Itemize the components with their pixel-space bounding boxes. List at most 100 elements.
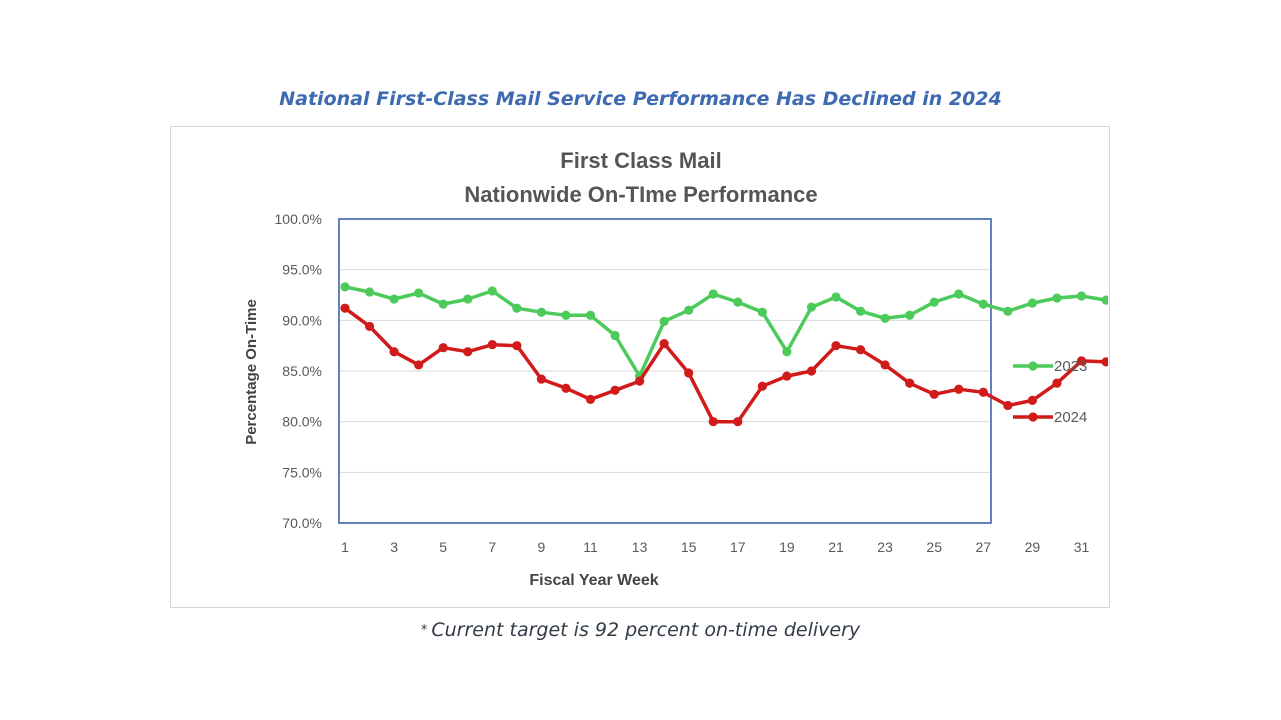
x-tick-label: 31 (1074, 539, 1090, 555)
data-point-2024 (364, 321, 375, 332)
chart-frame: First Class Mail Nationwide On-TIme Perf… (170, 126, 1281, 608)
x-tick-label: 17 (730, 539, 746, 555)
x-tick-label: 3 (390, 539, 398, 555)
data-point-2023 (463, 294, 473, 304)
y-axis-label: Percentage On-Time (243, 299, 260, 445)
data-point-2024 (438, 343, 448, 353)
data-point-2024 (414, 360, 424, 370)
data-point-2024 (340, 303, 350, 313)
data-point-2023 (708, 289, 718, 299)
data-point-2024 (536, 374, 546, 384)
series-2024 (340, 303, 1185, 427)
series-line-2024 (343, 306, 1181, 424)
data-point-2024 (487, 340, 497, 350)
data-point-2024 (806, 366, 817, 376)
data-point-2023 (659, 316, 669, 326)
data-point-2024 (1052, 378, 1062, 388)
data-point-2023 (757, 307, 767, 317)
data-point-2024 (1003, 400, 1013, 411)
page-headline: National First-Class Mail Service Perfor… (279, 88, 1002, 110)
data-point-2024 (782, 371, 792, 381)
x-axis-label: Fiscal Year Week (529, 572, 658, 589)
series-line-2023 (344, 285, 1281, 378)
data-point-2023 (512, 303, 522, 313)
x-tick-label: 19 (779, 539, 795, 555)
x-tick-label: 21 (828, 539, 844, 555)
y-tick-label: 75.0% (282, 464, 322, 480)
line-chart: First Class Mail Nationwide On-TIme Perf… (243, 148, 1281, 589)
data-point-2024 (880, 360, 890, 370)
footnote: * Current target is 92 percent on-time de… (0, 619, 1281, 641)
series-lines (340, 282, 1281, 427)
data-point-2024 (389, 347, 399, 357)
x-tick-label: 29 (1025, 539, 1041, 555)
data-point-2024 (1101, 357, 1111, 367)
y-tick-label: 95.0% (282, 262, 322, 278)
series-2023 (340, 282, 1281, 381)
data-point-2024 (585, 394, 596, 404)
chart-title-line2: Nationwide On-TIme Performance (464, 182, 817, 207)
legend-swatch-marker (1028, 361, 1038, 371)
legend-item-2023: 2023 (1013, 358, 1087, 375)
data-point-2024 (978, 387, 988, 397)
plot-area-border (338, 218, 992, 524)
x-tick-labels: 1357911131517192123252729313335373941434… (341, 539, 1281, 555)
x-tick-label: 9 (538, 539, 546, 555)
data-point-2024 (733, 417, 743, 427)
data-point-2024 (561, 383, 571, 393)
data-point-2023 (1003, 306, 1013, 316)
x-tick-label: 25 (926, 539, 942, 555)
data-point-2023 (536, 307, 546, 317)
data-point-2023 (438, 299, 448, 309)
data-point-2024 (757, 381, 767, 391)
data-point-2023 (414, 288, 424, 298)
data-point-2024 (684, 368, 694, 378)
x-tick-label: 27 (976, 539, 992, 555)
legend: 2023 2024 (1013, 358, 1087, 426)
data-point-2024 (512, 341, 522, 351)
footnote-text: Current target is 92 percent on-time del… (431, 619, 861, 641)
footnote-star: * (420, 623, 428, 638)
legend-label: 2024 (1054, 409, 1087, 426)
data-point-2023 (1027, 298, 1037, 308)
x-tick-label: 23 (877, 539, 893, 555)
data-point-2023 (610, 330, 620, 341)
data-point-2023 (905, 310, 915, 320)
data-point-2024 (905, 378, 915, 388)
data-point-2023 (1076, 291, 1087, 301)
x-tick-label: 7 (488, 539, 496, 555)
data-point-2024 (463, 347, 473, 357)
data-point-2024 (610, 385, 620, 395)
data-point-2024 (954, 384, 964, 394)
x-tick-label: 11 (583, 539, 598, 555)
data-point-2023 (561, 310, 571, 320)
data-point-2024 (929, 389, 939, 399)
data-point-2024 (635, 376, 645, 386)
data-point-2024 (1076, 356, 1087, 366)
data-point-2023 (831, 292, 841, 302)
data-point-2023 (684, 305, 694, 315)
legend-swatch-marker (1028, 412, 1038, 422)
data-point-2024 (708, 417, 718, 427)
y-tick-label: 85.0% (282, 363, 322, 379)
y-tick-labels: 70.0% 75.0% 80.0% 85.0% 90.0% 95.0% 100.0% (275, 211, 322, 531)
data-point-2023 (855, 306, 866, 316)
y-tick-label: 80.0% (282, 414, 322, 430)
data-point-2023 (782, 347, 792, 357)
x-tick-label: 13 (632, 539, 648, 555)
y-tick-label: 70.0% (282, 515, 322, 531)
data-point-2023 (806, 302, 817, 312)
data-point-2023 (929, 297, 939, 307)
data-point-2023 (1101, 295, 1111, 305)
data-point-2023 (733, 297, 743, 307)
data-point-2024 (855, 345, 866, 355)
data-point-2023 (978, 299, 988, 309)
data-point-2023 (487, 286, 497, 296)
legend-item-2024: 2024 (1013, 409, 1087, 426)
data-point-2023 (954, 289, 964, 299)
x-tick-label: 5 (439, 539, 447, 555)
legend-label: 2023 (1054, 358, 1087, 375)
x-tick-label: 1 (341, 539, 349, 555)
data-point-2023 (389, 294, 399, 304)
x-tick-label: 15 (681, 539, 697, 555)
